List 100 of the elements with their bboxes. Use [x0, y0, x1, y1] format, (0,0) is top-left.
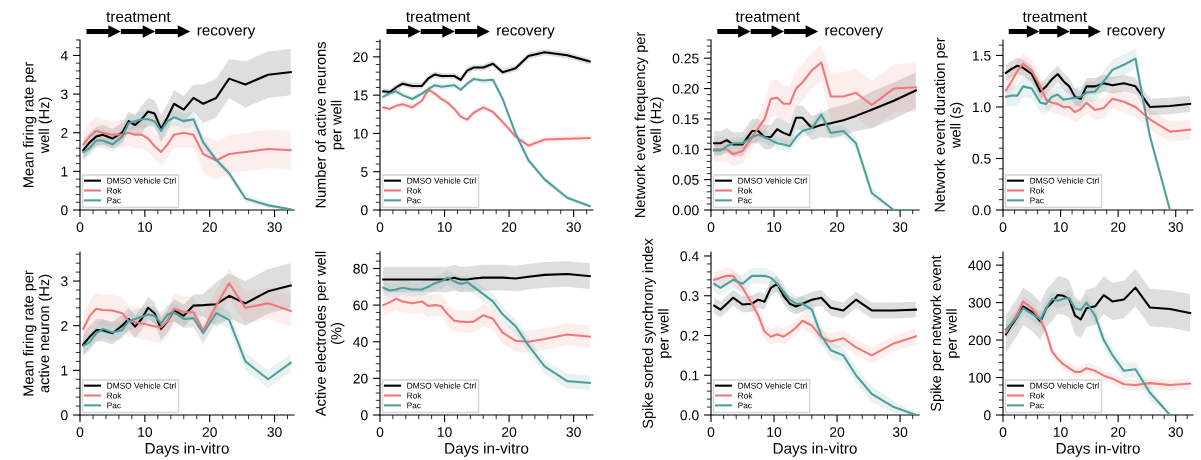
- text: treatment: [406, 11, 471, 22]
- y-tick-label: 0.15: [672, 114, 699, 125]
- legend-label: Pac: [738, 197, 752, 204]
- legend-label: Pac: [1030, 402, 1044, 409]
- y-tick-label: 0.4: [680, 251, 699, 262]
- x-tick-label: 30: [267, 222, 282, 233]
- text: treatment: [735, 11, 800, 22]
- legend-label: Rok: [107, 187, 122, 194]
- y-tick-label: 20: [353, 373, 368, 384]
- legend-label: Pac: [107, 197, 121, 204]
- y-tick-label: 0.5: [972, 153, 991, 164]
- y-tick-label: 300: [968, 297, 991, 308]
- x-tick-label: 30: [1168, 222, 1183, 233]
- y-tick-label: 1.0: [972, 102, 991, 113]
- y-tick-label: 1.5: [972, 50, 991, 61]
- legend-label: DMSO Vehicle Ctrl: [407, 177, 476, 184]
- y-tick-label: 1: [61, 166, 68, 177]
- x-tick-label: 0: [999, 427, 1007, 438]
- line-series: [82, 282, 292, 332]
- y-tick-label: 3: [61, 89, 68, 100]
- y-tick-label: 0: [61, 410, 68, 421]
- legend-label: Rok: [107, 392, 122, 399]
- y-axis-title: Network event frequency per well (Hz): [634, 32, 664, 218]
- y-tick-label: 80: [353, 263, 368, 274]
- y-axis-title: Number of active neurons per well: [315, 42, 345, 208]
- y-tick-label: 5: [361, 167, 368, 177]
- y-axis-title: Spike sorted synchrony index per well: [642, 238, 672, 429]
- y-tick-label: 0.1: [680, 370, 699, 381]
- text: treatment: [1022, 11, 1087, 22]
- x-tick-label: 20: [830, 222, 845, 233]
- legend-label: Rok: [738, 392, 753, 399]
- legend-label: Pac: [738, 402, 752, 409]
- y-axis-title: Mean firing rate per well (Hz): [22, 62, 53, 188]
- legend-label: DMSO Vehicle Ctrl: [738, 177, 807, 184]
- x-tick-label: 0: [707, 427, 715, 438]
- y-tick-label: 20: [353, 52, 368, 63]
- x-tick-label: 0: [707, 222, 715, 233]
- x-tick-label: 10: [767, 222, 782, 233]
- y-tick-label: 0: [361, 410, 368, 421]
- line-series: [82, 129, 292, 162]
- y-tick-label: 2: [61, 128, 68, 138]
- y-tick-label: 0.10: [672, 144, 699, 155]
- x-tick-label: 0: [376, 222, 384, 233]
- y-tick-label: 0: [361, 205, 368, 216]
- y-tick-label: 0.3: [680, 291, 699, 301]
- x-tick-label: 0: [999, 222, 1007, 233]
- legend-label: Rok: [1030, 187, 1045, 194]
- x-tick-label: 20: [502, 427, 517, 438]
- y-tick-label: 0.05: [672, 174, 699, 185]
- x-tick-label: 20: [502, 222, 517, 233]
- x-tick-label: 10: [138, 222, 153, 233]
- legend-label: DMSO Vehicle Ctrl: [407, 382, 476, 389]
- y-tick-label: 0.0: [680, 410, 699, 421]
- x-tick-label: 30: [566, 427, 581, 438]
- text: recovery: [197, 27, 256, 39]
- y-tick-label: 2: [61, 321, 68, 331]
- x-tick-label: 10: [138, 427, 153, 438]
- legend-label: DMSO Vehicle Ctrl: [1030, 382, 1099, 389]
- legend-label: Rok: [407, 392, 422, 399]
- legend-label: Pac: [107, 402, 121, 409]
- x-tick-label: 30: [892, 222, 908, 233]
- y-tick-label: 200: [968, 335, 991, 346]
- x-tick-label: 0: [76, 427, 84, 438]
- y-tick-label: 3: [61, 276, 68, 287]
- x-axis-title: Days in-vitro: [145, 442, 229, 457]
- legend-label: Rok: [1030, 392, 1045, 399]
- legend-label: Pac: [1030, 197, 1044, 204]
- legend-label: Rok: [407, 187, 422, 194]
- text: recovery: [1107, 27, 1166, 39]
- y-tick-label: 0.00: [672, 205, 699, 216]
- text: treatment: [106, 11, 171, 22]
- y-tick-label: 100: [969, 372, 991, 383]
- y-tick-label: 4: [60, 50, 68, 61]
- x-tick-label: 10: [437, 222, 452, 233]
- legend-label: Pac: [407, 197, 421, 204]
- y-tick-label: 60: [353, 300, 368, 311]
- x-axis-title: Days in-vitro: [1056, 442, 1140, 457]
- y-axis-title: Active electrodes per well (%): [315, 251, 345, 417]
- legend-label: DMSO Vehicle Ctrl: [107, 177, 176, 184]
- x-tick-label: 10: [1053, 222, 1068, 233]
- x-tick-label: 10: [437, 427, 452, 438]
- y-axis-title: Spike per network event per well: [930, 255, 960, 412]
- x-tick-label: 20: [1111, 222, 1126, 233]
- x-tick-label: 20: [202, 427, 217, 438]
- line-series: [82, 311, 292, 381]
- x-tick-label: 20: [830, 427, 845, 438]
- x-tick-label: 20: [1111, 427, 1126, 438]
- y-tick-label: 15: [353, 90, 368, 101]
- y-tick-label: 0.0: [972, 205, 991, 216]
- line-series: [1004, 62, 1192, 133]
- x-tick-label: 30: [892, 427, 908, 438]
- x-tick-label: 20: [202, 222, 217, 233]
- x-tick-label: 30: [566, 222, 581, 233]
- y-tick-label: 0.25: [672, 53, 699, 64]
- x-tick-label: 30: [267, 427, 282, 438]
- y-tick-label: 10: [353, 128, 368, 139]
- text: recovery: [497, 27, 555, 39]
- x-axis-title: Days in-vitro: [445, 442, 529, 457]
- x-tick-label: 0: [76, 222, 84, 233]
- legend-label: DMSO Vehicle Ctrl: [107, 382, 176, 389]
